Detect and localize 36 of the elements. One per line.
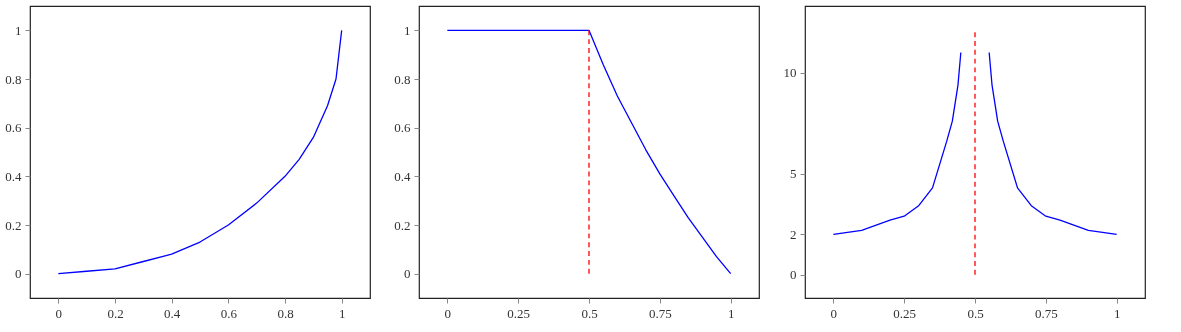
x-tick-label: 0.75 (1034, 305, 1058, 321)
y-tick-label: 0.6 (5, 120, 22, 136)
y-tick-label: 0 (790, 267, 797, 283)
y-tick-label: 0.8 (394, 71, 411, 87)
x-tick-label: 0.4 (164, 305, 181, 321)
x-tick-label: 0 (830, 305, 838, 321)
y-tick-label: 10 (783, 65, 797, 81)
y-tick-label: 0.2 (394, 217, 411, 233)
x-tick-label: 1 (338, 305, 346, 321)
y-tick-label: 0 (404, 266, 411, 282)
y-tick-label: 1 (404, 22, 411, 38)
line-series (832, 51, 962, 235)
x-tick-label: 0.8 (277, 305, 294, 321)
x-tick-label: 0.6 (220, 305, 238, 321)
y-tick-label: 0.8 (5, 71, 22, 87)
y-tick-label: 0.4 (394, 168, 411, 184)
x-tick-label: 0.25 (507, 305, 531, 321)
x-tick-label: 0 (444, 305, 452, 321)
y-tick-label: 0.4 (5, 168, 22, 184)
y-tick-label: 1 (15, 22, 22, 38)
y-tick-label: 5 (790, 166, 797, 182)
x-tick-label: 0.75 (648, 305, 672, 321)
x-tick-label: 1 (1113, 305, 1121, 321)
line-series (446, 29, 732, 275)
y-tick-label: 2 (790, 226, 797, 242)
y-tick-label: 0 (15, 266, 22, 282)
x-tick-label: 0.2 (107, 305, 124, 321)
x-tick-label: 0.25 (893, 305, 917, 321)
y-tick-label: 0.6 (394, 120, 411, 136)
line-series (988, 51, 1118, 235)
x-tick-label: 0 (55, 305, 63, 321)
x-tick-label: 0.5 (967, 305, 984, 321)
x-tick-label: 1 (727, 305, 735, 321)
line-series (57, 29, 343, 275)
y-tick-label: 0.2 (5, 217, 22, 233)
x-tick-label: 0.5 (581, 305, 598, 321)
